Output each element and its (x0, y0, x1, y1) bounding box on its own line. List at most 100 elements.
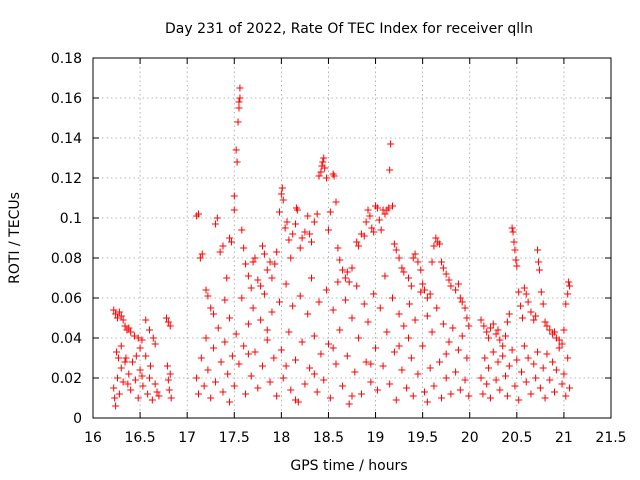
data-point (430, 382, 438, 390)
data-point (364, 318, 372, 326)
data-point (273, 248, 281, 256)
data-point (513, 356, 521, 364)
data-point (287, 254, 295, 262)
data-point (508, 346, 516, 354)
data-point (235, 360, 243, 368)
data-point (332, 198, 340, 206)
data-point (395, 310, 403, 318)
data-point (555, 336, 563, 344)
x-tick-label: 20.5 (501, 430, 532, 446)
data-point (204, 366, 212, 374)
data-point (166, 322, 174, 330)
data-point (273, 392, 281, 400)
y-tick-label: 0.18 (51, 51, 82, 67)
data-point (134, 394, 142, 402)
x-tick-label: 19 (367, 430, 385, 446)
data-point (270, 354, 278, 362)
data-point (266, 378, 274, 386)
data-point (240, 244, 248, 252)
data-point (362, 218, 370, 226)
data-point (546, 376, 554, 384)
data-point (510, 238, 518, 246)
data-point (543, 350, 551, 358)
data-point (317, 168, 325, 176)
data-point (134, 334, 142, 342)
data-point (213, 214, 221, 222)
data-point (494, 358, 502, 366)
data-point (151, 380, 159, 388)
data-point (232, 146, 240, 154)
data-point (479, 390, 487, 398)
data-point (509, 228, 517, 236)
grid (93, 58, 611, 418)
data-point (511, 246, 519, 254)
data-point (430, 242, 438, 250)
data-point (310, 370, 318, 378)
data-point (512, 256, 520, 264)
data-point (226, 314, 234, 322)
data-point (275, 298, 283, 306)
data-point (537, 288, 545, 296)
data-point (483, 328, 491, 336)
data-point (341, 296, 349, 304)
data-point (227, 238, 235, 246)
data-point (499, 342, 507, 350)
y-tick-labels: 0 0.02 0.04 0.06 0.08 0.1 0.12 0.14 0.16 0.18 (51, 51, 82, 427)
data-point (486, 324, 494, 332)
data-point (502, 332, 510, 340)
data-point (436, 240, 444, 248)
data-point (334, 244, 342, 252)
data-point (165, 386, 173, 394)
data-point (146, 326, 154, 334)
data-point (536, 384, 544, 392)
data-point (259, 362, 267, 370)
data-point (149, 334, 157, 342)
y-tick-label: 0.08 (51, 251, 82, 267)
data-point (426, 364, 434, 372)
data-point (376, 304, 384, 312)
data-point (442, 374, 450, 382)
data-point (535, 266, 543, 274)
data-point (439, 264, 447, 272)
data-point (419, 342, 427, 350)
data-point (522, 378, 530, 386)
data-point (367, 360, 375, 368)
data-point (403, 384, 411, 392)
y-tick-label: 0.02 (51, 371, 82, 387)
data-point (313, 210, 321, 218)
data-point (405, 274, 413, 282)
chart-title: Day 231 of 2022, Rate Of TEC Index for r… (165, 21, 533, 37)
data-point (454, 346, 462, 354)
data-point (564, 290, 572, 298)
data-point (552, 366, 560, 374)
data-point (235, 104, 243, 112)
data-point (285, 328, 293, 336)
data-point (296, 244, 304, 252)
data-point (275, 208, 283, 216)
data-point (148, 396, 156, 404)
data-point (283, 218, 291, 226)
x-tick-label: 21.5 (595, 430, 626, 446)
x-tick-label: 16 (84, 430, 102, 446)
data-points (110, 84, 574, 410)
data-point (370, 228, 378, 236)
data-point (207, 394, 215, 402)
y-tick-label: 0.12 (51, 171, 82, 187)
y-tick-label: 0.06 (51, 291, 82, 307)
data-point (221, 338, 229, 346)
data-point (127, 328, 135, 336)
data-point (452, 368, 460, 376)
data-point (426, 290, 434, 298)
data-point (166, 370, 174, 378)
data-point (232, 330, 240, 338)
data-point (411, 316, 419, 324)
data-point (381, 210, 389, 218)
data-point (235, 98, 243, 106)
data-point (216, 248, 224, 256)
data-point (254, 276, 262, 284)
data-point (341, 274, 349, 282)
data-point (486, 394, 494, 402)
data-point (254, 384, 262, 392)
data-point (433, 304, 441, 312)
data-point (485, 364, 493, 372)
